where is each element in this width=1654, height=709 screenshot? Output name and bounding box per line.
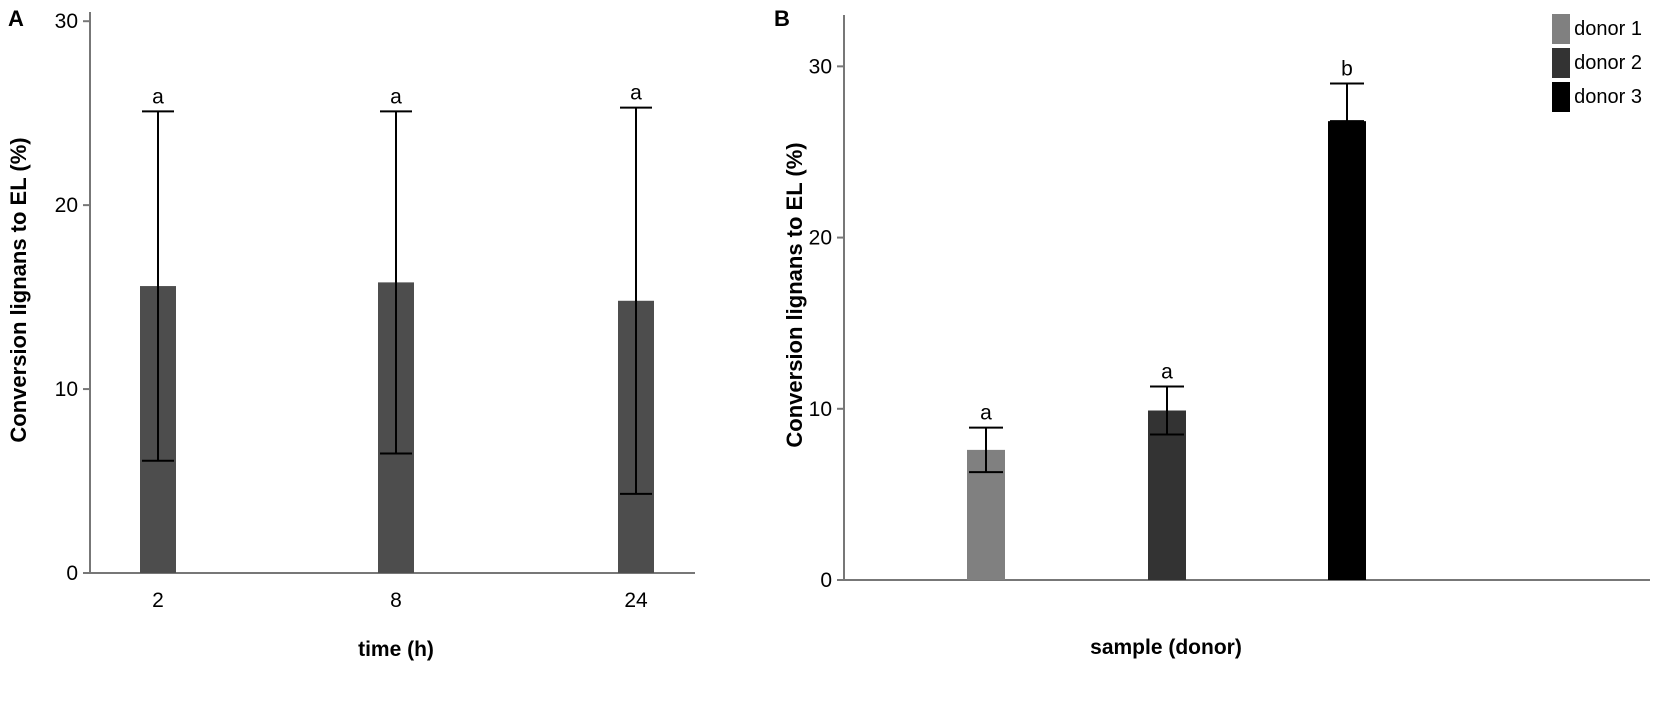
chart-b-legend: donor 1 donor 2 donor 3 [1552,14,1642,116]
legend-label: donor 3 [1574,85,1642,108]
panel-b-label: B [774,6,790,31]
x-axis-title: sample (donor) [1090,636,1242,659]
y-tick-label: 0 [66,562,78,585]
y-axis-title: Conversion lignans to EL (%) [6,137,31,442]
significance-letter: a [980,402,992,425]
legend-swatch [1552,82,1571,112]
x-tick-label: 24 [624,589,648,612]
y-tick-label: 20 [55,194,78,217]
legend-item: donor 1 [1552,14,1642,44]
panel-b: B 0 10 20 30 a a b sample (donor) Conversion lig… [774,0,1654,704]
legend-item: donor 2 [1552,48,1642,78]
y-tick-label: 30 [55,10,78,33]
significance-letter: a [390,85,402,108]
legend-label: donor 1 [1574,17,1642,40]
legend-item: donor 3 [1552,82,1642,112]
panel-a-label: A [8,6,24,31]
y-tick-label: 30 [809,55,832,78]
legend-swatch [1552,14,1571,44]
legend-swatch [1552,48,1571,78]
y-tick-label: 0 [820,569,832,592]
significance-letter: a [152,85,164,108]
significance-letter: a [630,82,642,105]
chart-a: 0 10 20 30 a 2 a 8 a 24 time (h) Conversion lignans… [6,10,695,661]
bar [1148,410,1186,580]
significance-letter: a [1161,361,1173,384]
y-tick-label: 10 [55,378,78,401]
x-axis-title: time (h) [358,638,434,661]
bar [1328,121,1366,580]
x-tick-label: 2 [152,589,164,612]
legend-label: donor 2 [1574,51,1642,74]
y-tick-label: 10 [809,398,832,421]
y-axis-title: Conversion lignans to EL (%) [782,142,807,447]
y-tick-label: 20 [809,227,832,250]
x-tick-label: 8 [390,589,402,612]
chart-b: 0 10 20 30 a a b sample (donor) Conversion ligna… [782,15,1650,659]
panel-a: A 0 10 20 30 a 2 a 8 a 24 time (h) Conversion ligna… [0,0,700,704]
significance-letter: b [1341,57,1353,80]
